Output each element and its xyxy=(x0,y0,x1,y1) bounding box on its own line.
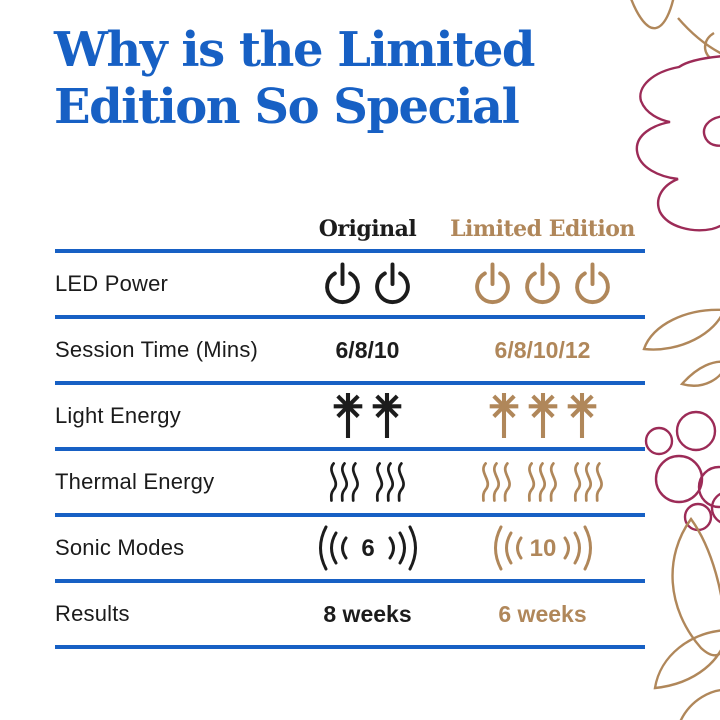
led-power-original-icons xyxy=(295,261,440,307)
power-icon xyxy=(525,262,560,304)
heat-waves-icon xyxy=(481,462,511,502)
gold-leaves-mid-icon xyxy=(642,308,720,387)
session-time-original-value: 6/8/10 xyxy=(335,336,400,363)
table-row-session-time: Session Time (Mins) 6/8/10 6/8/10/12 xyxy=(55,315,645,381)
column-header-limited-edition: Limited Edition xyxy=(450,216,635,242)
light-burst-icon xyxy=(567,392,596,438)
power-icon xyxy=(575,262,610,304)
table-header-row: Original Limited Edition xyxy=(55,197,645,249)
power-icon xyxy=(375,262,410,304)
page-title-line-2: Edition So Special xyxy=(54,79,520,135)
heat-waves-icon xyxy=(329,462,359,502)
sonic-waves-icon: 10 xyxy=(493,525,592,571)
table-row-results: Results 8 weeks 6 weeks xyxy=(55,579,645,645)
row-label: Results xyxy=(55,601,130,626)
light-burst-icon xyxy=(333,392,363,438)
light-energy-original-icons xyxy=(295,392,440,440)
heat-waves-icon xyxy=(527,462,557,502)
sonic-modes-limited-icon: 10 xyxy=(440,522,645,574)
light-burst-icon xyxy=(372,392,402,438)
sonic-waves-icon: 6 xyxy=(318,525,417,571)
svg-text:10: 10 xyxy=(529,535,556,562)
table-row-sonic-modes: Sonic Modes 6 10 xyxy=(55,513,645,579)
led-power-limited-icons xyxy=(440,261,645,307)
row-label: Thermal Energy xyxy=(55,469,215,494)
column-header-original: Original xyxy=(318,216,417,242)
results-limited-value: 6 weeks xyxy=(498,600,587,627)
page-title: Why is the Limited Edition So Special xyxy=(54,22,535,136)
row-label: Light Energy xyxy=(55,403,181,428)
heat-waves-icon xyxy=(375,462,405,502)
gold-leaves-bottom-icon xyxy=(653,516,720,720)
results-original-value: 8 weeks xyxy=(323,600,412,627)
maroon-flower-icon xyxy=(635,55,720,232)
session-time-limited-value: 6/8/10/12 xyxy=(494,336,591,363)
power-icon xyxy=(475,262,510,304)
svg-text:6: 6 xyxy=(361,535,374,562)
light-burst-icon xyxy=(489,392,518,438)
thermal-energy-limited-icons xyxy=(440,461,645,503)
maroon-berries-icon xyxy=(644,410,720,532)
gold-flower-top-icon xyxy=(630,0,720,59)
row-label: Session Time (Mins) xyxy=(55,337,259,362)
row-label: LED Power xyxy=(55,271,169,296)
page-title-line-1: Why is the Limited xyxy=(54,22,535,78)
light-burst-icon xyxy=(528,392,557,438)
table-row-thermal-energy: Thermal Energy xyxy=(55,447,645,513)
power-icon xyxy=(325,262,360,304)
table-row-light-energy: Light Energy xyxy=(55,381,645,447)
heat-waves-icon xyxy=(573,462,603,502)
light-energy-limited-icons xyxy=(440,392,645,440)
comparison-table: Original Limited Edition LED Power xyxy=(55,197,645,649)
table-bottom-border xyxy=(55,645,645,649)
table-row-led-power: LED Power xyxy=(55,249,645,315)
sonic-modes-original-icon: 6 xyxy=(295,522,440,574)
row-label: Sonic Modes xyxy=(55,535,185,560)
thermal-energy-original-icons xyxy=(295,461,440,503)
